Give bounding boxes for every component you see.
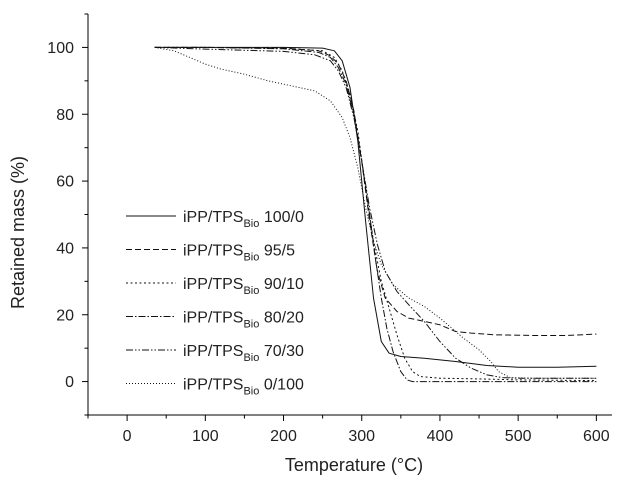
legend-label-prefix: iPP/TPS (183, 276, 243, 293)
x-tick-label: 500 (505, 428, 532, 445)
legend-label: iPP/TPSBio 90/10 (183, 276, 304, 297)
x-tick-label: 0 (123, 428, 132, 445)
x-tick-label: 300 (348, 428, 375, 445)
x-tick-label: 200 (270, 428, 297, 445)
y-tick-label: 0 (65, 374, 74, 391)
series-line (154, 46, 597, 336)
legend-label-prefix: iPP/TPS (183, 377, 243, 394)
y-axis-title: Retained mass (%) (8, 156, 28, 309)
series-line (154, 46, 597, 379)
legend-label: iPP/TPSBio 95/5 (183, 243, 295, 264)
axes (87, 14, 612, 416)
legend-label-prefix: iPP/TPS (183, 243, 243, 260)
y-ticks: 0 20 40 60 80 100 (47, 13, 88, 416)
y-tick-label: 20 (56, 307, 74, 324)
legend-label-suffix: 0/100 (259, 377, 304, 394)
legend-label-subscript: Bio (243, 319, 259, 331)
legend-label-prefix: iPP/TPS (183, 310, 243, 327)
x-axis-title: Temperature (°C) (285, 455, 423, 475)
legend-label: iPP/TPSBio 80/20 (183, 310, 304, 331)
y-tick-label: 40 (56, 240, 74, 257)
legend-label: iPP/TPSBio 70/30 (183, 343, 304, 364)
legend-label-subscript: Bio (243, 352, 259, 364)
legend-label-subscript: Bio (243, 386, 259, 398)
legend-label-suffix: 80/20 (259, 310, 304, 327)
legend-label: iPP/TPSBio 100/0 (183, 209, 304, 230)
series-line (154, 46, 597, 383)
legend-label-subscript: Bio (243, 285, 259, 297)
y-tick-label: 80 (56, 107, 74, 124)
legend-label-suffix: 70/30 (259, 343, 304, 360)
legend-label-suffix: 90/10 (259, 276, 304, 293)
legend-label-suffix: 95/5 (259, 243, 295, 260)
legend-label-subscript: Bio (243, 218, 259, 230)
series-line (154, 46, 597, 368)
x-ticks: 0 100 200 300 400 500 600 (87, 415, 610, 445)
legend-label-subscript: Bio (243, 252, 259, 264)
legend-label-prefix: iPP/TPS (183, 209, 243, 226)
x-tick-label: 600 (583, 428, 610, 445)
plot-area (154, 46, 597, 383)
legend-label-prefix: iPP/TPS (183, 343, 243, 360)
legend-label-suffix: 100/0 (259, 209, 304, 226)
y-tick-label: 100 (47, 40, 74, 57)
y-tick-label: 60 (56, 174, 74, 191)
x-tick-label: 400 (427, 428, 454, 445)
legend-label: iPP/TPSBio 0/100 (183, 377, 304, 398)
x-tick-label: 100 (192, 428, 219, 445)
